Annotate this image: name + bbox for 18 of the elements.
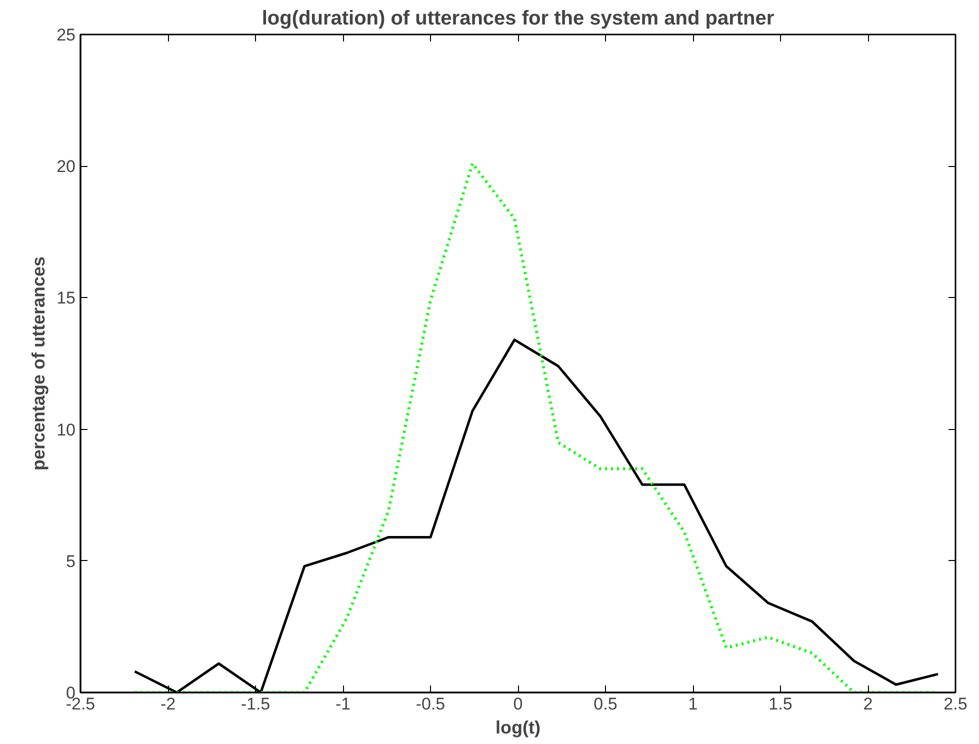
x-tick-label: 2 xyxy=(863,694,873,714)
x-tick-label: -1.5 xyxy=(240,694,270,714)
y-tick-label: 5 xyxy=(66,552,76,571)
y-tick-label: 20 xyxy=(56,157,76,176)
y-axis-title: percentage of utterances xyxy=(28,256,49,471)
x-tick-label: -1 xyxy=(335,694,351,714)
x-tick-label: 0 xyxy=(513,694,523,714)
x-tick-label: 1 xyxy=(688,694,698,714)
x-axis-title: log(t) xyxy=(496,718,540,738)
y-tick-label: 25 xyxy=(56,26,76,44)
x-tick-label: 2.5 xyxy=(944,694,968,714)
chart-title: log(duration) of utterances for the system and partner xyxy=(262,8,774,30)
x-tick-label: 0.5 xyxy=(594,694,618,714)
x-tick-label: 1.5 xyxy=(768,694,792,714)
x-tick-label: -2 xyxy=(160,694,176,714)
y-tick-label: 10 xyxy=(56,420,76,440)
x-tick-label: -0.5 xyxy=(416,694,446,714)
y-tick-label: 15 xyxy=(56,288,76,308)
